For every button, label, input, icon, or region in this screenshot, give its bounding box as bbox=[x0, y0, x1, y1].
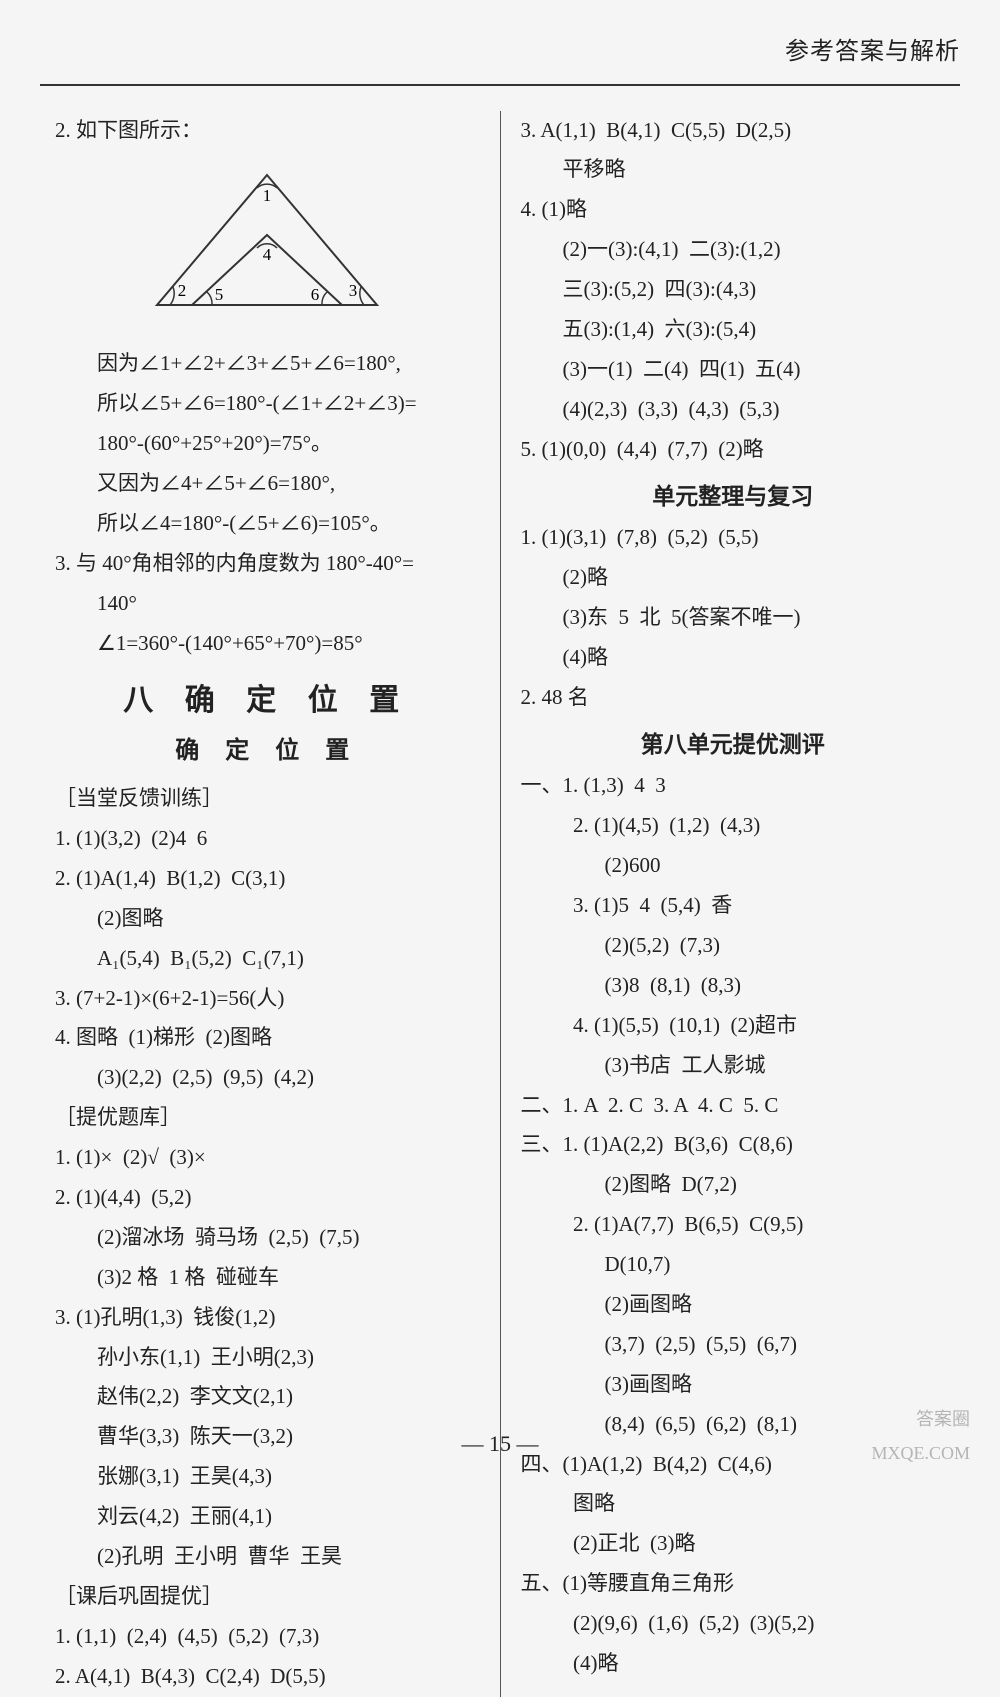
t3-l1: 三、1. (1)A(2,2) B(3,6) C(8,6) bbox=[521, 1125, 946, 1165]
section-title: 确 定 位 置 bbox=[55, 729, 480, 775]
t3-l3: 2. (1)A(7,7) B(6,5) C(9,5) bbox=[521, 1205, 946, 1245]
a2-l2: (2)图略 bbox=[55, 899, 480, 939]
a4-l2: (3)(2,2) (2,5) (9,5) (4,2) bbox=[55, 1058, 480, 1098]
bracket-b: ［提优题库］ bbox=[55, 1098, 480, 1138]
u1-l2: (2)略 bbox=[521, 558, 946, 598]
t3-l5: (2)画图略 bbox=[521, 1285, 946, 1325]
c1: 1. (1,1) (2,4) (4,5) (5,2) (7,3) bbox=[55, 1617, 480, 1657]
t3-l6: (3,7) (2,5) (5,5) (6,7) bbox=[521, 1325, 946, 1365]
a2-l1: 2. (1)A(1,4) B(1,2) C(3,1) bbox=[55, 859, 480, 899]
q2-l4: 又因为∠4+∠5+∠6=180°, bbox=[55, 464, 480, 504]
b3-l2: 孙小东(1,1) 王小明(2,3) bbox=[55, 1338, 480, 1378]
t4-l2: 图略 bbox=[521, 1484, 946, 1524]
b3-l1: 3. (1)孔明(1,3) 钱俊(1,2) bbox=[55, 1298, 480, 1338]
q3-l3: ∠1=360°-(140°+65°+70°)=85° bbox=[55, 624, 480, 664]
r5: 5. (1)(0,0) (4,4) (7,7) (2)略 bbox=[521, 430, 946, 470]
u2: 2. 48 名 bbox=[521, 678, 946, 718]
svg-text:6: 6 bbox=[311, 285, 320, 304]
b2-l2: (2)溜冰场 骑马场 (2,5) (7,5) bbox=[55, 1218, 480, 1258]
svg-text:5: 5 bbox=[215, 285, 224, 304]
r4-l3: 三(3):(5,2) 四(3):(4,3) bbox=[521, 270, 946, 310]
a3: 3. (7+2-1)×(6+2-1)=56(人) bbox=[55, 979, 480, 1019]
r4-l1: 4. (1)略 bbox=[521, 190, 946, 230]
r4-l2: (2)一(3):(4,1) 二(3):(1,2) bbox=[521, 230, 946, 270]
t1-l7: 4. (1)(5,5) (10,1) (2)超市 bbox=[521, 1006, 946, 1046]
t3-l4: D(10,7) bbox=[521, 1245, 946, 1285]
page-number: — 15 — bbox=[0, 1423, 1000, 1465]
t3-l2: (2)图略 D(7,2) bbox=[521, 1165, 946, 1205]
t1-l4: 3. (1)5 4 (5,4) 香 bbox=[521, 886, 946, 926]
r3-l1: 3. A(1,1) B(4,1) C(5,5) D(2,5) bbox=[521, 111, 946, 151]
watermark: 答案圈 MXQE.COM bbox=[871, 1402, 970, 1470]
t1-l1: 一、1. (1,3) 4 3 bbox=[521, 766, 946, 806]
t5-l1: 五、(1)等腰直角三角形 bbox=[521, 1564, 946, 1604]
q2-l3: 180°-(60°+25°+20°)=75°。 bbox=[55, 424, 480, 464]
page-header: 参考答案与解析 bbox=[40, 30, 960, 86]
c2: 2. A(4,1) B(4,3) C(2,4) D(5,5) bbox=[55, 1657, 480, 1697]
svg-text:1: 1 bbox=[263, 186, 272, 205]
chapter-title: 八 确 定 位 置 bbox=[55, 672, 480, 729]
u1-l3: (3)东 5 北 5(答案不唯一) bbox=[521, 598, 946, 638]
t5-l2: (2)(9,6) (1,6) (5,2) (3)(5,2) bbox=[521, 1604, 946, 1644]
t1-l8: (3)书店 工人影城 bbox=[521, 1046, 946, 1086]
b2-l3: (3)2 格 1 格 碰碰车 bbox=[55, 1258, 480, 1298]
u1-l4: (4)略 bbox=[521, 638, 946, 678]
q3-l2: 140° bbox=[55, 584, 480, 624]
svg-text:3: 3 bbox=[349, 281, 358, 300]
unit-review-title: 单元整理与复习 bbox=[521, 475, 946, 519]
b3-l6: 刘云(4,2) 王丽(4,1) bbox=[55, 1497, 480, 1537]
q2-l2: 所以∠5+∠6=180°-(∠1+∠2+∠3)= bbox=[55, 384, 480, 424]
watermark-line1: 答案圈 bbox=[871, 1402, 970, 1436]
svg-text:2: 2 bbox=[178, 281, 187, 300]
t2: 二、1. A 2. C 3. A 4. C 5. C bbox=[521, 1086, 946, 1126]
r4-l4: 五(3):(1,4) 六(3):(5,4) bbox=[521, 310, 946, 350]
q2-intro: 2. 如下图所示： bbox=[55, 111, 480, 151]
q2-l1: 因为∠1+∠2+∠3+∠5+∠6=180°, bbox=[55, 344, 480, 384]
t3-l7: (3)画图略 bbox=[521, 1365, 946, 1405]
t1-l3: (2)600 bbox=[521, 846, 946, 886]
t1-l6: (3)8 (8,1) (8,3) bbox=[521, 966, 946, 1006]
watermark-line2: MXQE.COM bbox=[871, 1436, 970, 1470]
r3-l2: 平移略 bbox=[521, 150, 946, 190]
a4-l1: 4. 图略 (1)梯形 (2)图略 bbox=[55, 1018, 480, 1058]
b2-l1: 2. (1)(4,4) (5,2) bbox=[55, 1178, 480, 1218]
bracket-a: ［当堂反馈训练］ bbox=[55, 779, 480, 819]
q2-l5: 所以∠4=180°-(∠5+∠6)=105°。 bbox=[55, 504, 480, 544]
unit-test-title: 第八单元提优测评 bbox=[521, 723, 946, 767]
b3-l3: 赵伟(2,2) 李文文(2,1) bbox=[55, 1377, 480, 1417]
b3-l7: (2)孔明 王小明 曹华 王昊 bbox=[55, 1537, 480, 1577]
svg-text:4: 4 bbox=[263, 245, 272, 264]
u1-l1: 1. (1)(3,1) (7,8) (5,2) (5,5) bbox=[521, 518, 946, 558]
bracket-c: ［课后巩固提优］ bbox=[55, 1577, 480, 1617]
r4-l6: (4)(2,3) (3,3) (4,3) (5,3) bbox=[521, 390, 946, 430]
r4-l5: (3)一(1) 二(4) 四(1) 五(4) bbox=[521, 350, 946, 390]
q3-l1: 3. 与 40°角相邻的内角度数为 180°-40°= bbox=[55, 544, 480, 584]
triangle-figure: 1 2 3 4 5 6 bbox=[55, 160, 480, 334]
t5-l3: (4)略 bbox=[521, 1644, 946, 1684]
t1-l2: 2. (1)(4,5) (1,2) (4,3) bbox=[521, 806, 946, 846]
a2-l3: A₁(5,4) B₁(5,2) C₁(7,1) bbox=[55, 939, 480, 979]
b1: 1. (1)× (2)√ (3)× bbox=[55, 1138, 480, 1178]
t4-l3: (2)正北 (3)略 bbox=[521, 1524, 946, 1564]
t1-l5: (2)(5,2) (7,3) bbox=[521, 926, 946, 966]
a1: 1. (1)(3,2) (2)4 6 bbox=[55, 819, 480, 859]
